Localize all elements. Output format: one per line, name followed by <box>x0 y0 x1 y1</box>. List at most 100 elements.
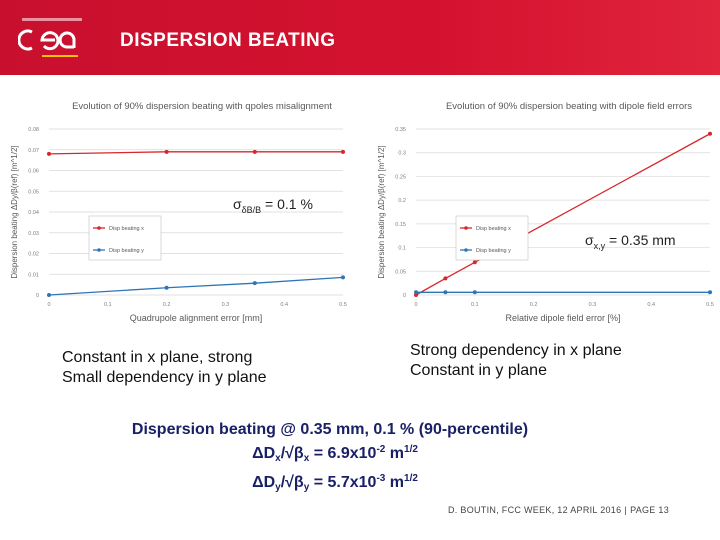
data-point-y <box>708 290 712 295</box>
data-point-x <box>341 149 345 154</box>
caption-right-line2: Constant in y plane <box>410 362 547 379</box>
summary-block: Dispersion beating @ 0.35 mm, 0.1 % (90-… <box>100 420 560 498</box>
y-tick-label: 0.35 <box>395 127 406 133</box>
x-tick-label: 0.1 <box>104 302 112 308</box>
y-tick-label: 0.06 <box>28 169 39 175</box>
data-point-y <box>164 285 169 290</box>
annotation-sigma-alignment: σx,y = 0.35 mm <box>585 232 676 251</box>
data-point-y <box>472 290 477 295</box>
y-tick-label: 0 <box>36 293 39 299</box>
summary-y-mid: /√β <box>280 474 304 491</box>
caption-left: Constant in x plane, strong Small depend… <box>62 348 267 388</box>
sigma-subscript: x,y <box>593 240 606 251</box>
summary-y-unit: m <box>385 474 405 491</box>
legend-box <box>455 215 529 261</box>
y-tick-label: 0.08 <box>28 127 39 133</box>
data-point-y <box>47 293 51 297</box>
sigma-symbol: σ <box>585 232 594 248</box>
data-point-x <box>472 260 477 265</box>
cea-logo <box>17 18 88 60</box>
chart-left-svg: Evolution of 90% dispersion beating with… <box>10 101 347 323</box>
legend-label: Disp beating y <box>109 248 144 254</box>
series-line-y <box>48 276 344 296</box>
data-point-y <box>341 275 345 280</box>
legend-label: Disp beating y <box>476 248 511 254</box>
summary-line1: Dispersion beating @ 0.35 mm, 0.1 % (90-… <box>131 421 529 438</box>
y-tick-label: 0.05 <box>28 189 39 195</box>
summary-y-value: = 5.7x10 <box>309 474 377 491</box>
y-axis-label: Dispersion beating ΔDy/β(ref) [m^1/2] <box>377 145 386 278</box>
y-tick-label: 0.03 <box>28 231 39 237</box>
summary-y-exp: -3 <box>376 473 386 484</box>
chart-dipole-field-errors: Evolution of 90% dispersion beating with… <box>372 95 720 330</box>
summary-line-y: ΔDy/√βy = 5.7x10-3 m1/2 <box>100 469 560 498</box>
summary-line-x: ΔDx/√βx = 6.9x10-2 m1/2 <box>100 440 560 469</box>
x-tick-label: 0 <box>414 302 417 308</box>
series-line-x <box>48 151 343 155</box>
x-tick-label: 0 <box>47 302 50 308</box>
footer-separator: | <box>624 505 628 515</box>
slide-title: DISPERSION BEATING <box>120 30 336 51</box>
y-tick-label: 0.01 <box>28 272 39 278</box>
x-tick-label: 0.2 <box>163 302 171 308</box>
summary-x-unit-exp: 1/2 <box>404 444 418 455</box>
cea-logo-mark <box>17 29 78 57</box>
y-tick-label: 0.3 <box>398 151 406 157</box>
y-tick-label: 0.1 <box>398 246 406 252</box>
chart-quadrupole-misalignment: Evolution of 90% dispersion beating with… <box>5 95 355 330</box>
summary-x-sub2: x <box>303 453 310 464</box>
x-tick-label: 0.4 <box>647 302 655 308</box>
y-tick-label: 0.07 <box>28 148 39 154</box>
caption-right-line1: Strong dependency in x plane <box>410 342 622 359</box>
sigma-symbol: σ <box>233 196 242 212</box>
footer-text: D. BOUTIN, FCC WEEK, 12 APRIL 2016 <box>448 505 622 515</box>
summary-x-exp: -2 <box>376 444 386 455</box>
summary-x-sub: x <box>275 453 281 464</box>
data-point-x <box>47 151 51 156</box>
summary-x-value: = 6.9x10 <box>309 445 377 462</box>
chart-title: Evolution of 90% dispersion beating with… <box>446 101 692 112</box>
summary-y-unit-exp: 1/2 <box>404 473 418 484</box>
legend-label: Disp beating x <box>109 226 144 232</box>
data-point-y <box>252 281 257 286</box>
summary-y-prefix: ΔD <box>252 474 276 491</box>
legend-label: Disp beating x <box>476 226 511 232</box>
y-tick-label: 0.15 <box>395 222 406 228</box>
data-point-x <box>708 131 712 136</box>
legend-swatch-marker <box>464 226 468 230</box>
chart-right-svg: Evolution of 90% dispersion beating with… <box>377 101 714 323</box>
summary-y-sub: y <box>275 482 281 493</box>
data-point-x <box>164 149 169 154</box>
legend-swatch-marker <box>97 248 101 252</box>
logo-small-text <box>22 18 82 21</box>
sigma-subscript: δB/B <box>241 204 262 215</box>
x-tick-label: 0.5 <box>706 302 714 308</box>
y-tick-label: 0.04 <box>28 210 39 216</box>
legend-swatch-marker <box>464 248 468 252</box>
x-axis-label: Relative dipole field error [%] <box>505 313 620 323</box>
data-point-y <box>414 290 418 295</box>
summary-y-sub2: y <box>303 482 310 493</box>
page-number: PAGE 13 <box>630 505 670 515</box>
summary-x-mid: /√β <box>280 445 304 462</box>
y-tick-label: 0 <box>403 293 406 299</box>
sigma-value: = 0.1 % <box>261 196 313 212</box>
x-tick-label: 0.2 <box>530 302 538 308</box>
series-line-x <box>415 133 711 296</box>
summary-x-unit: m <box>385 445 405 462</box>
caption-right: Strong dependency in x plane Constant in… <box>410 341 622 381</box>
x-tick-label: 0.3 <box>589 302 597 308</box>
x-tick-label: 0.5 <box>339 302 347 308</box>
annotation-sigma-dipole: σδB/B = 0.1 % <box>233 196 313 215</box>
header-bar: DISPERSION BEATING <box>0 0 720 75</box>
legend-swatch-marker <box>97 226 101 230</box>
x-axis-label: Quadrupole alignment error [mm] <box>130 313 263 323</box>
y-tick-label: 0.05 <box>395 269 406 275</box>
y-tick-label: 0.02 <box>28 252 39 258</box>
y-axis-label: Dispersion beating ΔDy/β(ref) [m^1/2] <box>10 145 19 278</box>
x-tick-label: 0.3 <box>222 302 230 308</box>
footer: D. BOUTIN, FCC WEEK, 12 APRIL 2016 | PAGE … <box>448 505 669 515</box>
x-tick-label: 0.1 <box>471 302 479 308</box>
x-tick-label: 0.4 <box>280 302 288 308</box>
sigma-value: = 0.35 mm <box>605 232 676 248</box>
